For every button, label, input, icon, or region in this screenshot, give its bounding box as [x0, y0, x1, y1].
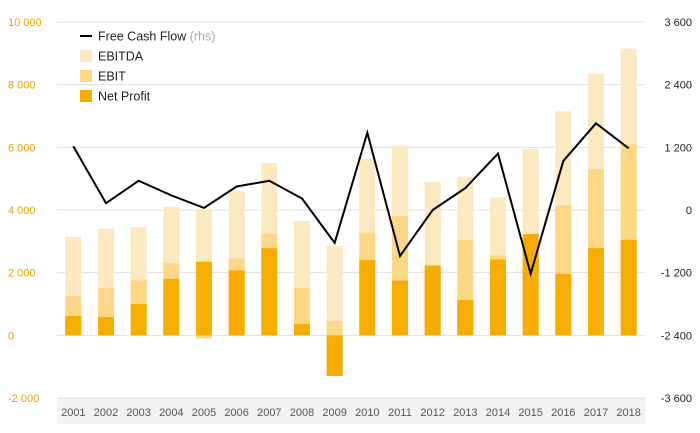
bar-net-profit — [392, 280, 408, 336]
y-right-tick-label: -1 200 — [661, 268, 692, 280]
x-axis-band — [57, 398, 645, 424]
bar-net-profit — [130, 304, 147, 336]
y-right-tick-label: 2 400 — [664, 80, 692, 92]
x-tick-label: 2015 — [518, 407, 542, 419]
x-tick-label: 2001 — [61, 407, 85, 419]
y-right-tick-label: 3 600 — [664, 17, 692, 29]
bar-net-profit — [522, 234, 539, 336]
bar-net-profit — [196, 261, 212, 336]
x-tick-label: 2014 — [486, 407, 510, 419]
bar-net-profit — [326, 335, 343, 377]
x-tick-label: 2016 — [551, 407, 575, 419]
legend-note-rhs: (rhs) — [190, 30, 216, 44]
bar-net-profit — [228, 270, 245, 336]
y-left-tick-label: 8 000 — [8, 80, 36, 92]
bar-ebit — [196, 335, 212, 339]
x-tick-label: 2012 — [420, 407, 444, 419]
x-tick-label: 2018 — [616, 407, 640, 419]
y-left-tick-label: 0 — [8, 330, 14, 342]
x-tick-label: 2006 — [224, 407, 248, 419]
bar-net-profit — [359, 260, 376, 336]
bar-net-profit — [555, 273, 572, 336]
x-tick-label: 2002 — [94, 407, 118, 419]
legend-swatch-ebitda — [80, 50, 92, 62]
legend-swatch-ebit — [80, 70, 92, 82]
bar-net-profit — [424, 265, 441, 336]
legend-label-net-profit: Net Profit — [98, 90, 151, 104]
legend-label-free-cash-flow: Free Cash Flow (rhs) — [98, 30, 215, 44]
bar-net-profit — [588, 248, 604, 336]
y-left-tick-label: 10 000 — [8, 17, 42, 29]
bar-net-profit — [163, 278, 180, 336]
x-tick-label: 2010 — [355, 407, 379, 419]
x-tick-label: 2009 — [322, 407, 346, 419]
bar-net-profit — [490, 259, 506, 336]
bar-net-profit — [294, 324, 310, 336]
x-tick-label: 2005 — [192, 407, 216, 419]
bar-net-profit — [457, 299, 474, 336]
bar-ebitda — [326, 246, 343, 336]
x-tick-label: 2013 — [453, 407, 477, 419]
bar-net-profit — [261, 248, 278, 336]
x-tick-label: 2017 — [584, 407, 608, 419]
legend-swatch-net-profit — [80, 90, 92, 102]
bar-net-profit — [620, 239, 637, 336]
line-free-cash-flow — [72, 121, 630, 278]
x-tick-label: 2007 — [257, 407, 281, 419]
y-right-tick-label: -2 400 — [661, 330, 692, 342]
x-tick-label: 2003 — [126, 407, 150, 419]
y-right-tick-label: 0 — [686, 205, 692, 217]
y-left-tick-label: -2 000 — [8, 393, 39, 405]
bar-net-profit — [98, 317, 114, 336]
bar-net-profit — [65, 315, 82, 336]
y-left-tick-label: 6 000 — [8, 142, 36, 154]
legend-label-ebit: EBIT — [98, 70, 126, 84]
y-right-tick-label: -3 600 — [661, 393, 692, 405]
x-tick-label: 2011 — [388, 407, 412, 419]
bar-ebit — [326, 321, 343, 336]
legend-label-ebitda: EBITDA — [98, 50, 144, 64]
y-left-tick-label: 4 000 — [8, 205, 36, 217]
x-tick-label: 2008 — [290, 407, 314, 419]
bar-ebit — [294, 287, 310, 336]
y-left-tick-label: 2 000 — [8, 268, 36, 280]
x-tick-label: 2004 — [159, 407, 183, 419]
y-right-tick-label: 1 200 — [664, 142, 692, 154]
